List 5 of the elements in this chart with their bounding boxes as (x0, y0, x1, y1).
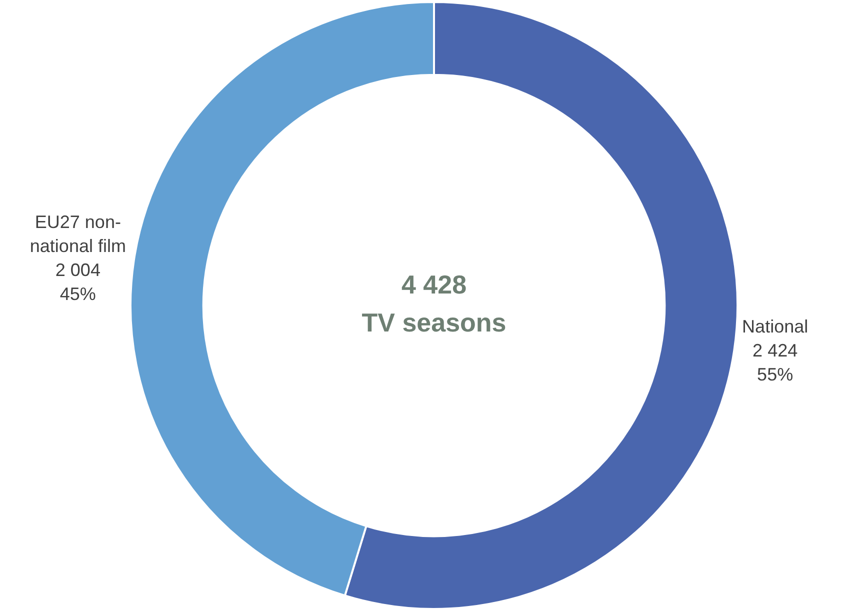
slice-label: EU27 non-national film (30, 212, 126, 256)
data-label: 2 424 55% (752, 340, 798, 385)
text: 4 428 TV seasons (362, 270, 506, 338)
slice-label: National (742, 316, 808, 337)
data-label: 2 004 45% (55, 260, 100, 304)
